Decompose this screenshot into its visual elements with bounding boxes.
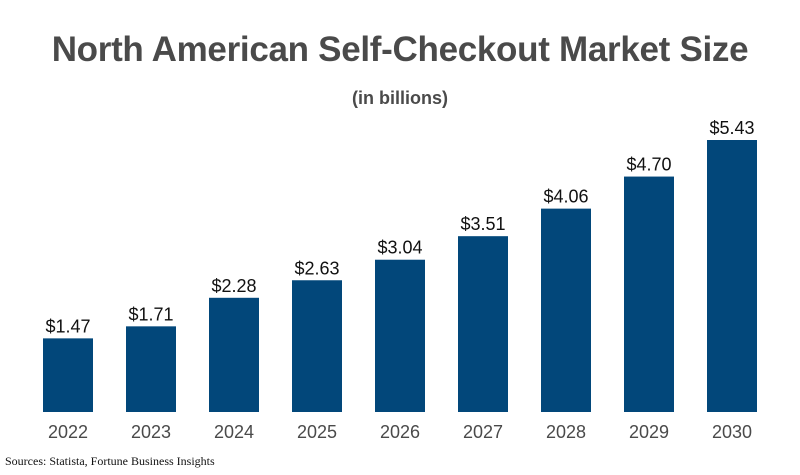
x-tick-label-2030: 2030 [712, 422, 752, 442]
bar-2025 [292, 280, 342, 412]
chart-title: North American Self-Checkout Market Size [51, 30, 749, 69]
x-tick-label-2027: 2027 [463, 422, 503, 442]
bar-2024 [209, 297, 259, 412]
bar-2029 [624, 176, 674, 412]
data-label-2022: $1.47 [45, 316, 90, 336]
x-tick-label-2028: 2028 [546, 422, 586, 442]
data-label-2024: $2.28 [211, 276, 256, 296]
x-tick-label-2025: 2025 [297, 422, 337, 442]
data-label-2023: $1.71 [128, 304, 173, 324]
bar-2027 [458, 236, 508, 412]
bar-2022 [43, 338, 93, 412]
data-label-2025: $2.63 [294, 258, 339, 278]
data-label-2029: $4.70 [626, 155, 671, 175]
bar-2026 [375, 259, 425, 412]
source-note: Sources: Statista, Fortune Business Insi… [5, 454, 215, 468]
data-label-2026: $3.04 [377, 238, 422, 258]
x-tick-label-2024: 2024 [214, 422, 254, 442]
chart-subtitle: (in billions) [352, 88, 448, 108]
x-tick-label-2023: 2023 [131, 422, 171, 442]
x-tick-label-2029: 2029 [629, 422, 669, 442]
data-label-2030: $5.43 [709, 118, 754, 138]
data-label-2027: $3.51 [460, 214, 505, 234]
data-label-2028: $4.06 [543, 187, 588, 207]
x-tick-label-2022: 2022 [48, 422, 88, 442]
bar-2028 [541, 208, 591, 412]
bar-2030 [707, 140, 757, 412]
x-tick-label-2026: 2026 [380, 422, 420, 442]
bar-2023 [126, 326, 176, 412]
